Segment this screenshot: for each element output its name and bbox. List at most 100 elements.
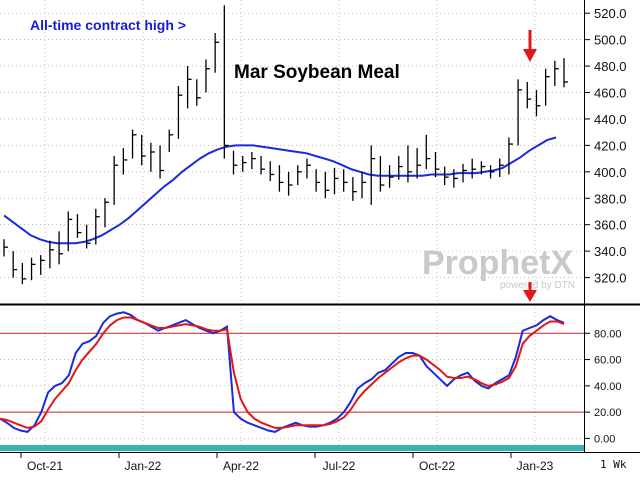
price-bar — [49, 240, 54, 269]
month-tick-label: Oct-22 — [419, 459, 455, 473]
price-bar — [260, 155, 266, 175]
stoch-tick-label: 0.00 — [594, 433, 615, 445]
price-bar — [544, 68, 550, 106]
stoch-d-line — [0, 316, 565, 429]
stoch-arrow-icon — [523, 282, 537, 302]
price-arrow-icon — [523, 30, 537, 62]
stoch-tick-label: 40.00 — [594, 381, 622, 393]
timeline-strip — [0, 445, 584, 451]
price-bar — [269, 161, 275, 182]
month-tick-label: Jan-23 — [517, 459, 554, 473]
price-tick-label: 440.0 — [594, 112, 627, 127]
price-bar — [223, 5, 229, 159]
price-bar — [67, 211, 73, 252]
stoch-tick-label: 20.00 — [594, 407, 622, 419]
price-bar — [480, 161, 486, 175]
price-bar — [508, 137, 513, 175]
price-tick-label: 400.0 — [594, 165, 627, 180]
price-grid — [0, 0, 584, 445]
price-bar — [159, 145, 165, 179]
stoch-lines — [0, 311, 565, 433]
price-tick-label: 420.0 — [594, 138, 627, 153]
price-bar — [471, 158, 477, 179]
price-bar — [379, 155, 385, 192]
price-bar — [462, 163, 468, 183]
price-bar — [141, 134, 146, 166]
stoch-grid — [0, 332, 584, 439]
price-bar — [21, 263, 27, 285]
price-bar — [554, 60, 559, 86]
stoch-panel — [0, 307, 584, 445]
price-bar — [85, 224, 91, 249]
price-tick-label: 480.0 — [594, 59, 627, 74]
price-bar — [214, 33, 220, 73]
price-bar — [388, 165, 394, 188]
stoch-tick-label: 80.00 — [594, 328, 622, 340]
price-bar — [453, 169, 458, 188]
price-tick-label: 380.0 — [594, 191, 627, 206]
price-tick-label: 460.0 — [594, 86, 627, 101]
price-bar — [278, 165, 284, 192]
period-label: 1 Wk — [600, 458, 627, 471]
stoch-tick-label: 60.00 — [594, 355, 622, 367]
price-bar — [12, 251, 18, 278]
price-bar — [444, 166, 449, 186]
price-tick-label: 320.0 — [594, 271, 627, 286]
price-bar — [343, 169, 348, 192]
price-bar — [535, 89, 541, 117]
month-tick-label: Apr-22 — [223, 459, 259, 473]
price-tick-label: 500.0 — [594, 33, 627, 48]
price-bar — [297, 165, 302, 186]
price-bar — [563, 58, 568, 88]
price-bar — [122, 148, 128, 175]
price-bar — [150, 142, 155, 172]
price-bars — [3, 5, 568, 285]
price-bar — [361, 171, 367, 199]
price-bar — [370, 145, 376, 205]
price-bar — [315, 169, 321, 192]
date-axis-labels: Oct-21 Jan-22 Apr-22 Jul-22 Oct-22 Jan-23 — [20, 452, 554, 473]
price-bar — [177, 85, 183, 139]
price-bar — [526, 81, 532, 109]
chart-title: Mar Soybean Meal — [234, 62, 400, 83]
month-tick-label: Jul-22 — [323, 459, 356, 473]
price-bar — [306, 158, 311, 179]
price-tick-label: 340.0 — [594, 244, 627, 259]
price-bar — [398, 155, 403, 180]
price-bar — [168, 129, 174, 152]
price-bar — [30, 257, 36, 281]
price-bar — [333, 167, 339, 195]
price-bar — [416, 148, 422, 179]
stoch-axis-labels: 80.00 60.00 40.00 20.00 0.00 — [584, 328, 622, 445]
price-bar — [58, 231, 64, 265]
price-bar — [3, 239, 8, 257]
watermark-sub: powered by DTN — [500, 280, 575, 291]
price-bar — [131, 129, 137, 159]
price-bar — [434, 152, 440, 178]
price-bar — [104, 198, 109, 228]
price-bar — [186, 66, 192, 109]
month-tick-label: Jan-22 — [125, 459, 162, 473]
price-bar — [517, 79, 523, 146]
price-bar — [287, 171, 293, 196]
price-bar — [205, 59, 210, 93]
price-bar — [425, 134, 431, 170]
price-bar — [95, 208, 100, 245]
price-bar — [196, 79, 201, 106]
price-bar — [489, 165, 495, 179]
price-tick-label: 360.0 — [594, 218, 627, 233]
price-bar — [76, 214, 82, 238]
price-bar — [499, 158, 504, 178]
price-tick-label: 520.0 — [594, 6, 627, 21]
price-bar — [251, 152, 256, 170]
price-axis-labels: 520.0 500.0 480.0 460.0 440.0 420.0 400.0 380.0… — [584, 6, 627, 286]
price-bar — [113, 155, 119, 205]
price-bar — [324, 171, 330, 199]
price-bar — [242, 155, 247, 172]
price-bar — [407, 145, 412, 183]
price-bar — [232, 150, 238, 175]
watermark-brand: ProphetX — [422, 244, 573, 282]
price-bar — [40, 255, 45, 275]
